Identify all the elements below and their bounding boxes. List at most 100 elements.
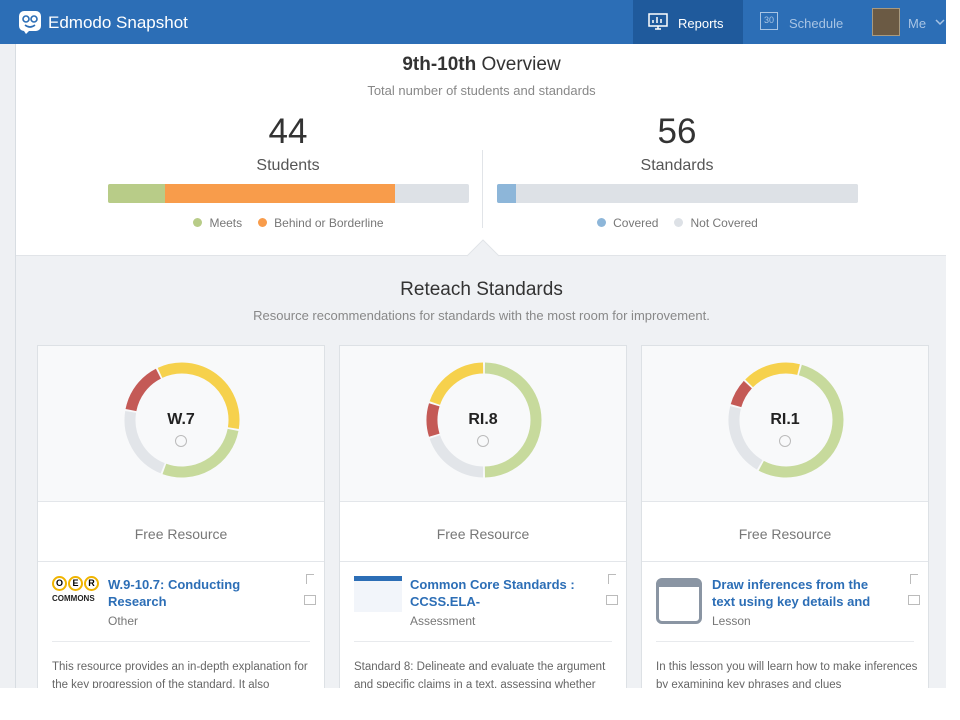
nav-item[interactable]: Me <box>908 16 927 31</box>
resource-card[interactable]: W.7 Free Resource O E R COMMONS W.9-10.7: Cond… <box>37 345 325 688</box>
pointer <box>467 239 499 257</box>
overview-subtitle: Total number of students and standards <box>367 83 596 98</box>
thumbnail <box>656 576 704 624</box>
calendar-icon: 30 <box>760 12 778 30</box>
count-label: Standards <box>640 157 714 174</box>
bar-segment <box>516 184 858 203</box>
flag-icon <box>306 574 314 584</box>
thumbnail: O E R COMMONS <box>52 576 100 624</box>
nav-reports[interactable]: Reports <box>633 0 743 44</box>
legend-item: Not Covered <box>674 216 758 230</box>
bar-segment <box>497 184 517 203</box>
count: 44 <box>268 112 308 151</box>
book-icon <box>606 595 618 605</box>
thumb-word: COMMONS <box>52 594 95 603</box>
resource-type: Other <box>108 614 139 628</box>
donut-segment <box>429 362 484 406</box>
resource-type: Lesson <box>712 614 751 628</box>
resource-card[interactable]: RI.1 Free Resource Draw inferences from th… <box>641 345 929 688</box>
legend-label: Meets <box>209 216 243 230</box>
count-label: Students <box>256 157 320 174</box>
thumb-letter: R <box>84 576 99 591</box>
title-bold: 9th-10th <box>402 54 477 75</box>
legend-label: Covered <box>613 216 659 230</box>
legend-item: Meets <box>193 216 242 230</box>
side-strip <box>0 44 15 688</box>
book-icon <box>304 595 316 605</box>
separator <box>354 641 612 642</box>
separator <box>642 561 928 562</box>
content: 9th-10th Overview Total number of studen… <box>15 44 946 688</box>
legend-dot <box>674 218 684 227</box>
thumb-letter: O <box>52 576 67 591</box>
donut-segment <box>426 403 440 437</box>
progress-bar <box>108 184 469 203</box>
donut-segment <box>429 434 484 478</box>
thumb-link <box>656 578 702 624</box>
donut-segment <box>125 368 162 412</box>
reteach-title: Reteach Standards <box>400 279 563 300</box>
nav-item[interactable]: Schedule <box>789 16 844 31</box>
resource-type: Assessment <box>410 614 476 628</box>
info-icon <box>779 435 791 447</box>
separator <box>52 641 310 642</box>
flag-icon <box>910 574 918 584</box>
donut-segment <box>124 411 165 474</box>
legend-dot <box>597 218 607 227</box>
nav-item: Reports <box>678 16 724 31</box>
donut-segment <box>758 364 844 478</box>
resource-label: Free Resource <box>436 526 530 542</box>
bar-segment <box>165 184 396 203</box>
legend-item: Behind or Borderline <box>258 216 384 230</box>
count: 56 <box>657 112 697 151</box>
resource-description: In this lesson you will learn how to mak… <box>656 661 918 688</box>
overview-title: 9th-10th Overview <box>16 54 946 76</box>
separator <box>340 561 626 562</box>
donut-segment <box>728 406 763 470</box>
donut <box>124 362 240 478</box>
title-rest: Overview <box>481 54 561 75</box>
separator <box>38 561 324 562</box>
legend-label: Behind or Borderline <box>274 216 384 230</box>
divider <box>482 150 483 228</box>
reports-icon <box>648 13 668 30</box>
legend: Covered Not Covered <box>497 216 858 230</box>
donut <box>426 362 542 478</box>
resource-title: Draw inferences from the text using key … <box>712 577 871 609</box>
legend-dot <box>193 218 203 227</box>
donut-segment <box>157 362 240 429</box>
brand: Edmodo Snapshot <box>48 13 188 32</box>
nav-bar: Edmodo Snapshot Reports 30 Schedule Me <box>0 0 946 44</box>
thumbnail <box>354 576 402 624</box>
donut-segment <box>745 362 800 388</box>
thumb-doc <box>354 576 402 612</box>
book-icon <box>908 595 920 605</box>
info-icon <box>477 435 489 447</box>
resource-description: Standard 8: Delineate and evaluate the a… <box>354 661 606 688</box>
resource-card[interactable]: RI.8 Free Resource Common Core Standards :… <box>339 345 627 688</box>
separator <box>656 641 914 642</box>
bar-segment <box>108 184 166 203</box>
legend: Meets Behind or Borderline <box>108 216 469 230</box>
info-icon <box>175 435 187 447</box>
flag-icon <box>608 574 616 584</box>
resource-label: Free Resource <box>738 526 832 542</box>
reteach-section: Reteach Standards Resource recommendatio… <box>16 239 946 688</box>
resource-description: This resource provides an in-depth expla… <box>52 661 308 688</box>
donut-segment <box>484 362 542 478</box>
thumb-letter: E <box>68 576 83 591</box>
resource-title: W.9-10.7: Conducting Research <box>108 577 241 609</box>
standard-code: RI.8 <box>468 411 498 428</box>
donut-segment <box>730 380 753 408</box>
legend-item: Covered <box>597 216 658 230</box>
avatar[interactable] <box>872 8 900 36</box>
resource-label: Free Resource <box>134 526 228 542</box>
progress-bar <box>497 184 858 203</box>
standard-code: RI.1 <box>770 411 800 428</box>
donut <box>728 362 844 478</box>
standard-code: W.7 <box>167 411 195 428</box>
legend-dot <box>258 218 268 227</box>
legend-label: Not Covered <box>690 216 758 230</box>
reteach-subtitle: Resource recommendations for standards w… <box>253 308 710 323</box>
